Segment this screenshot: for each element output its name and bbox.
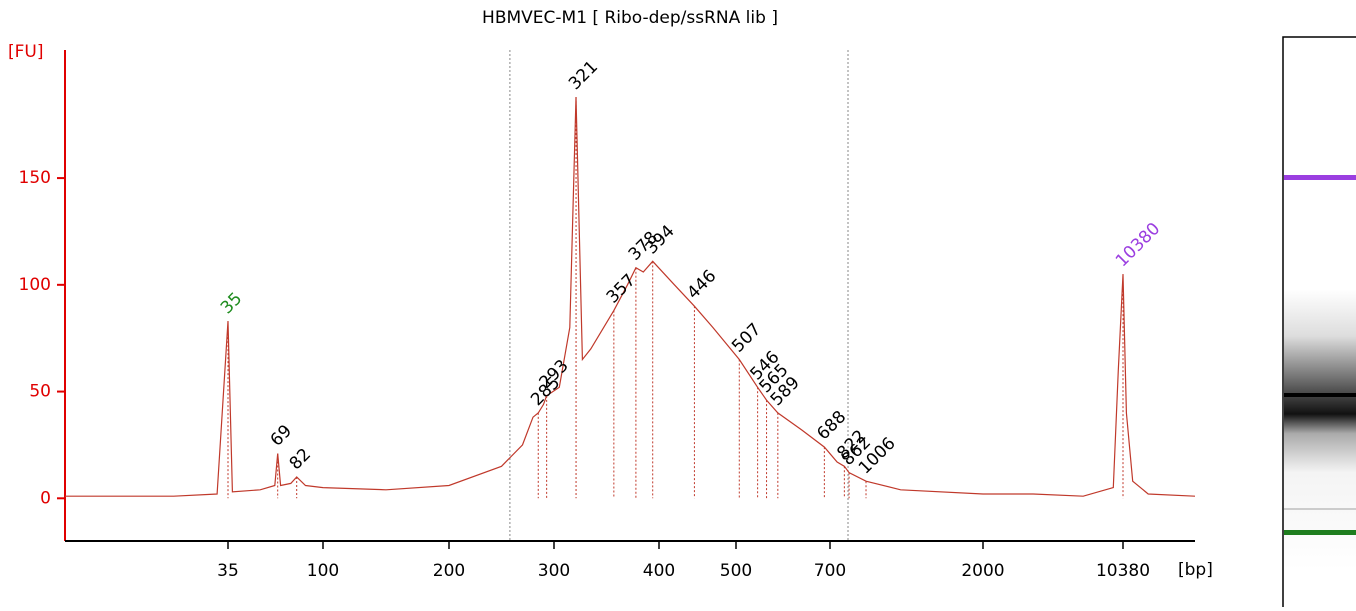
x-tick-label: 400 xyxy=(643,561,675,581)
x-axis-label: [bp] xyxy=(1178,560,1213,580)
y-tick-label: 100 xyxy=(19,275,51,295)
x-tick-label: 100 xyxy=(307,561,339,581)
peak-label: 82 xyxy=(286,445,315,474)
peak-label: 446 xyxy=(683,266,720,303)
peak-label: 35 xyxy=(217,289,246,318)
y-axis-label: [FU] xyxy=(8,42,44,62)
x-tick-label: 300 xyxy=(538,561,570,581)
peak-label: 321 xyxy=(565,57,602,94)
y-tick-label: 0 xyxy=(40,488,51,508)
x-tick-label: 200 xyxy=(433,561,465,581)
y-tick-label: 150 xyxy=(19,168,51,188)
peak-label: 357 xyxy=(603,270,640,307)
peak-label: 507 xyxy=(728,320,765,357)
x-tick-label: 2000 xyxy=(961,561,1004,581)
trace xyxy=(65,96,1196,497)
x-tick-label: 700 xyxy=(814,561,846,581)
y-tick-label: 50 xyxy=(29,382,51,402)
x-tick-label: 500 xyxy=(720,561,752,581)
peak-label: 10380 xyxy=(1112,219,1164,271)
peak-label: 69 xyxy=(267,421,296,450)
gel-lane xyxy=(1282,36,1356,611)
x-tick-label: 10380 xyxy=(1096,561,1150,581)
x-tick-label: 35 xyxy=(217,561,239,581)
chart-title: HBMVEC-M1 [ Ribo-dep/ssRNA lib ] xyxy=(482,8,778,28)
